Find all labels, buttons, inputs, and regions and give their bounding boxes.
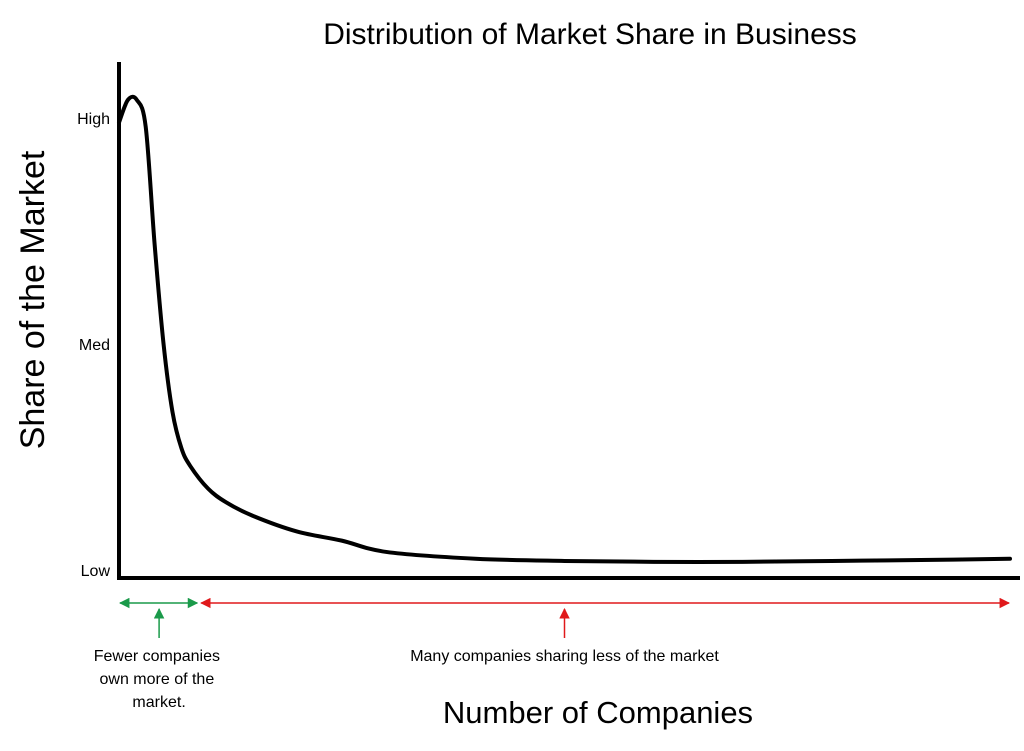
market-share-curve [117,94,1012,564]
chart-title: Distribution of Market Share in Business [323,18,857,51]
few-companies-annotation-line: Fewer companies [94,648,220,665]
y-tick-label-med: Med [79,337,110,354]
y-tick-label-high: High [77,111,110,128]
few-companies-annotation: Fewer companies own more of the market. [94,648,225,711]
y-tick-label-low: Low [81,563,111,580]
few-companies-annotation-line: own more of the [100,671,215,688]
many-companies-annotation: Many companies sharing less of the marke… [410,648,719,665]
x-axis-label: Number of Companies [443,695,753,730]
y-axis-label: Share of the Market [14,150,52,449]
few-companies-annotation-line: market. [132,694,185,711]
